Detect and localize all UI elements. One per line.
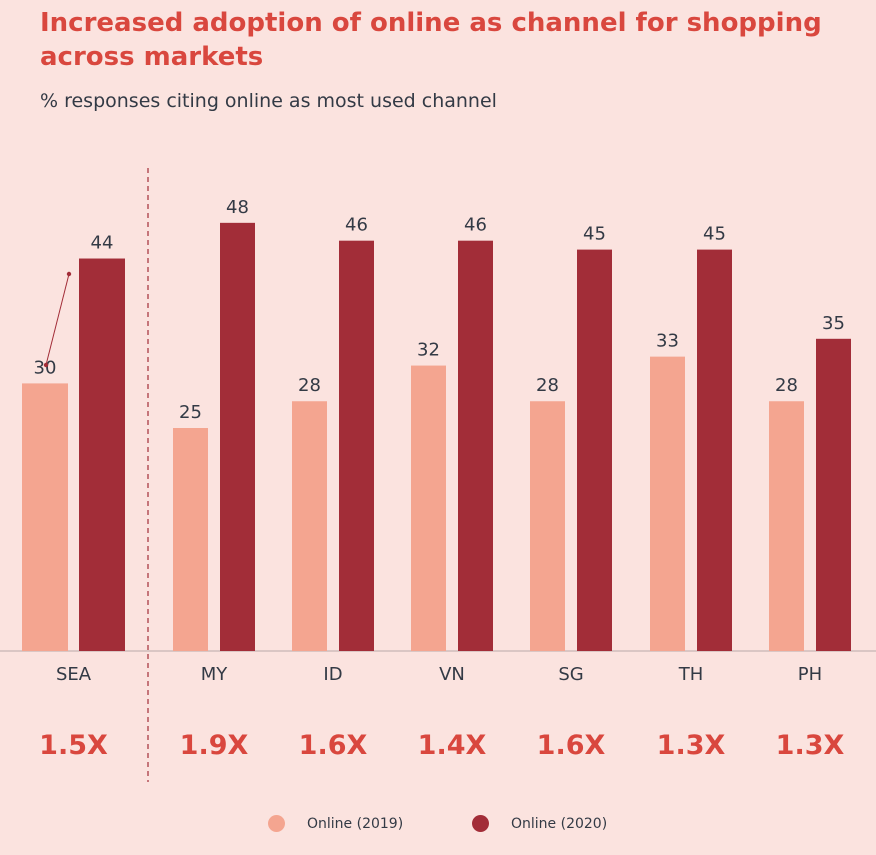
bar-2019-id xyxy=(292,401,327,651)
data-label-2020-th: 45 xyxy=(703,224,726,245)
data-label-2020-id: 46 xyxy=(345,215,368,236)
multiplier-ph: 1.3X xyxy=(776,730,845,761)
legend-label-2020: Online (2020) xyxy=(511,815,608,832)
data-label-2020-sg: 45 xyxy=(583,224,606,245)
data-label-2019-sg: 28 xyxy=(536,375,559,396)
bar-2020-vn xyxy=(458,240,493,651)
sea-growth-connector xyxy=(45,273,70,366)
data-label-2019-sea: 30 xyxy=(34,357,57,378)
bar-2020-sea xyxy=(79,258,125,651)
chart-title: Increased adoption of online as channel … xyxy=(40,8,822,72)
bar-2019-my xyxy=(173,428,208,651)
bar-2020-th xyxy=(697,249,732,651)
multiplier-sea: 1.5X xyxy=(39,730,108,761)
chart-subtitle: % responses citing online as most used c… xyxy=(40,90,497,112)
legend-item-2020: Online (2020) xyxy=(472,815,607,832)
bar-2020-id xyxy=(339,240,374,651)
bar-2019-sg xyxy=(530,401,565,651)
multiplier-id: 1.6X xyxy=(299,730,368,761)
bar-2020-sg xyxy=(577,249,612,651)
data-label-2019-id: 28 xyxy=(298,375,321,396)
bar-2020-my xyxy=(220,222,255,651)
tick-label-id: ID xyxy=(323,664,342,685)
multiplier-vn: 1.4X xyxy=(418,730,487,761)
legend-item-2019: Online (2019) xyxy=(268,815,403,832)
tick-label-ph: PH xyxy=(798,664,822,685)
data-label-2020-ph: 35 xyxy=(822,313,845,334)
tick-label-my: MY xyxy=(201,664,229,685)
data-label-2020-sea: 44 xyxy=(91,233,114,254)
legend-swatch-2020 xyxy=(472,815,489,832)
multiplier-th: 1.3X xyxy=(657,730,726,761)
data-label-2020-my: 48 xyxy=(226,197,249,218)
tick-label-sea: SEA xyxy=(56,664,92,685)
bar-2019-sea xyxy=(22,383,68,651)
legend-swatch-2019 xyxy=(268,815,285,832)
sea-connector-dot-start xyxy=(43,362,49,368)
bar-2019-th xyxy=(650,356,685,651)
data-label-2019-vn: 32 xyxy=(417,340,440,361)
bar-chart: 30 44 SEA 1.5X 25 48 MY 1.9X 28 46 ID 1.6X 32 46 VN 1.4… xyxy=(0,168,876,782)
bar-2019-ph xyxy=(769,401,804,651)
legend: Online (2019) Online (2020) xyxy=(0,815,876,845)
data-label-2020-vn: 46 xyxy=(464,215,487,236)
multiplier-my: 1.9X xyxy=(180,730,249,761)
tick-label-vn: VN xyxy=(439,664,465,685)
data-label-2019-th: 33 xyxy=(656,331,679,352)
tick-label-sg: SG xyxy=(558,664,583,685)
sea-connector-dot-end xyxy=(66,271,72,277)
data-label-2019-ph: 28 xyxy=(775,375,798,396)
bar-2019-vn xyxy=(411,365,446,651)
tick-label-th: TH xyxy=(678,664,704,685)
data-label-2019-my: 25 xyxy=(179,402,202,423)
legend-label-2019: Online (2019) xyxy=(307,815,404,832)
multiplier-sg: 1.6X xyxy=(537,730,606,761)
bar-2020-ph xyxy=(816,338,851,651)
